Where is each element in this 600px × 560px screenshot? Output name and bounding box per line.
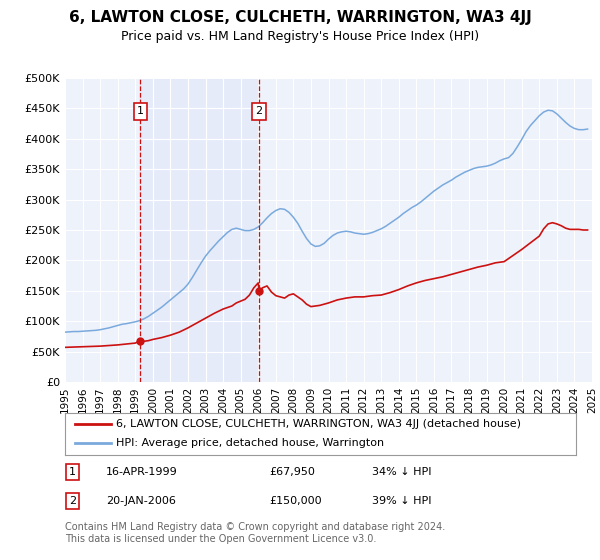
Text: 34% ↓ HPI: 34% ↓ HPI [371,467,431,477]
Text: 6, LAWTON CLOSE, CULCHETH, WARRINGTON, WA3 4JJ: 6, LAWTON CLOSE, CULCHETH, WARRINGTON, W… [68,10,532,25]
Text: Contains HM Land Registry data © Crown copyright and database right 2024.
This d: Contains HM Land Registry data © Crown c… [65,522,445,544]
Text: £150,000: £150,000 [269,496,322,506]
Text: 1: 1 [137,106,144,116]
Text: Price paid vs. HM Land Registry's House Price Index (HPI): Price paid vs. HM Land Registry's House … [121,30,479,43]
Text: 1: 1 [69,467,76,477]
Text: 16-APR-1999: 16-APR-1999 [106,467,178,477]
Text: 39% ↓ HPI: 39% ↓ HPI [371,496,431,506]
Text: HPI: Average price, detached house, Warrington: HPI: Average price, detached house, Warr… [116,438,384,448]
Text: 2: 2 [256,106,263,116]
Text: 6, LAWTON CLOSE, CULCHETH, WARRINGTON, WA3 4JJ (detached house): 6, LAWTON CLOSE, CULCHETH, WARRINGTON, W… [116,419,521,430]
Bar [140,78,259,382]
Text: 2: 2 [69,496,76,506]
Text: £67,950: £67,950 [269,467,315,477]
Text: 20-JAN-2006: 20-JAN-2006 [106,496,176,506]
